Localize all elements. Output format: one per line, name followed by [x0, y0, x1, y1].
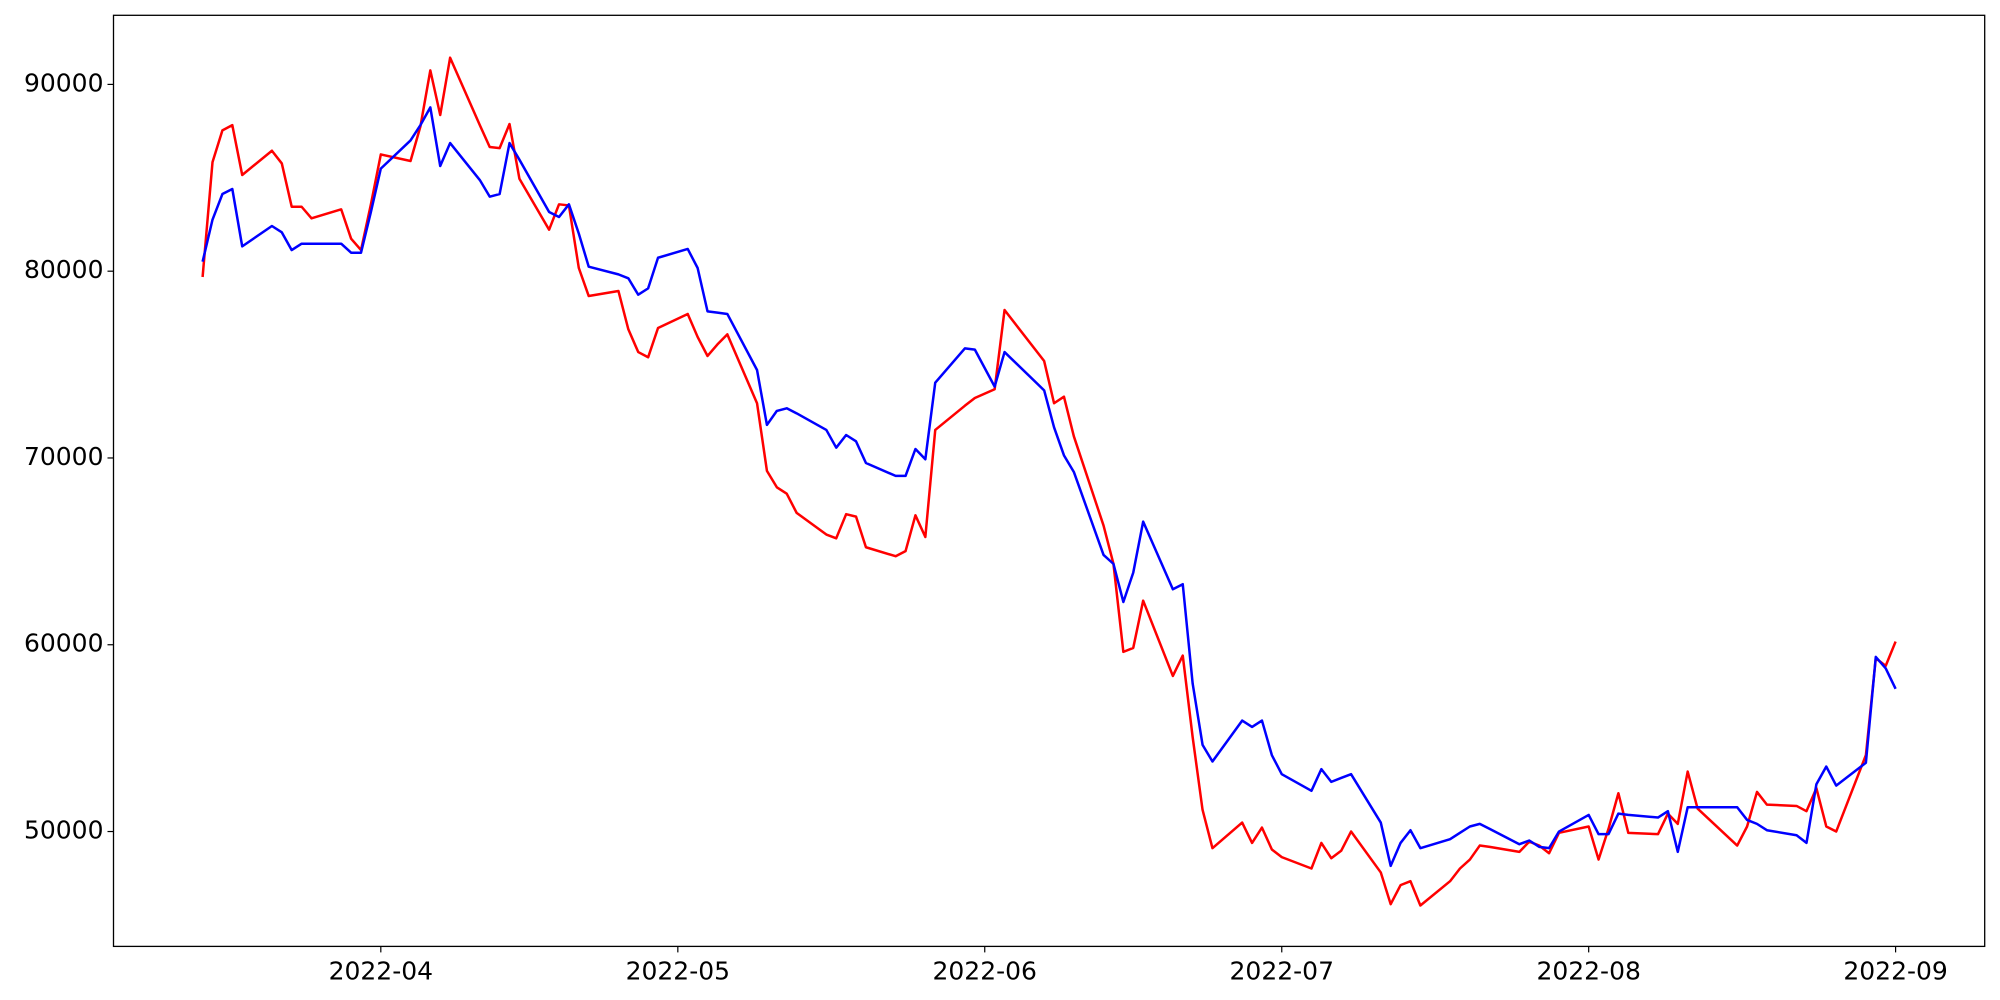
x-tick-label: 2022-07 — [1230, 956, 1334, 985]
y-tick-label: 70000 — [24, 442, 104, 471]
line-series — [201, 106, 1897, 868]
x-tick-label: 2022-09 — [1843, 956, 1947, 985]
x-tick-label: 2022-06 — [933, 956, 1037, 985]
x-tick-label: 2022-05 — [626, 956, 730, 985]
y-tick-label: 90000 — [24, 68, 104, 97]
y-tick-label: 50000 — [24, 816, 104, 845]
y-tick-label: 80000 — [24, 255, 104, 284]
line-series — [201, 56, 1897, 907]
plot-frame — [112, 14, 1986, 948]
x-tick-label: 2022-08 — [1536, 956, 1640, 985]
x-tick-label: 2022-04 — [329, 956, 433, 985]
y-tick-label: 60000 — [24, 629, 104, 658]
